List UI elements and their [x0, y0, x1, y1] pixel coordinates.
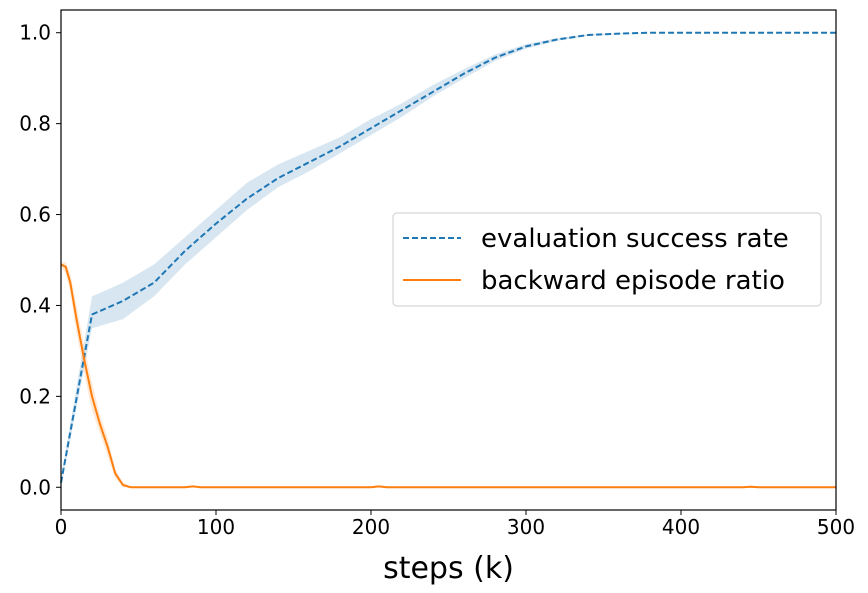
legend-box: [392, 212, 822, 307]
legend: evaluation success rate backward episode…: [392, 212, 822, 307]
y-tick-label-1-0: 1.0: [19, 21, 51, 45]
y-tick-label-0-4: 0.4: [19, 293, 51, 317]
x-tick-label-300: 300: [507, 515, 545, 539]
x-tick-label-400: 400: [662, 515, 700, 539]
y-tick-label-0-6: 0.6: [19, 203, 51, 227]
series-lines: [60, 31, 836, 489]
x-tick-label-100: 100: [197, 515, 235, 539]
x-tick-label-500: 500: [817, 515, 855, 539]
x-axis-ticks: 0 100 200 300 400 500: [55, 510, 855, 539]
x-tick-label-200: 200: [352, 515, 390, 539]
x-axis-title: steps (k): [383, 551, 514, 586]
y-tick-label-0-8: 0.8: [19, 112, 51, 136]
legend-label-backward-episode-ratio: backward episode ratio: [481, 266, 785, 296]
series-line-evaluation-success-rate: [60, 31, 836, 483]
y-tick-label-0-2: 0.2: [19, 384, 51, 408]
y-axis-ticks: 0.0 0.2 0.4 0.6 0.8 1.0: [19, 21, 61, 499]
series-line-backward-episode-ratio: [60, 263, 836, 489]
legend-label-evaluation-success-rate: evaluation success rate: [481, 224, 789, 254]
x-tick-label-0: 0: [55, 515, 68, 539]
plot-frame: [60, 9, 837, 511]
y-tick-label-0-0: 0.0: [19, 475, 51, 499]
